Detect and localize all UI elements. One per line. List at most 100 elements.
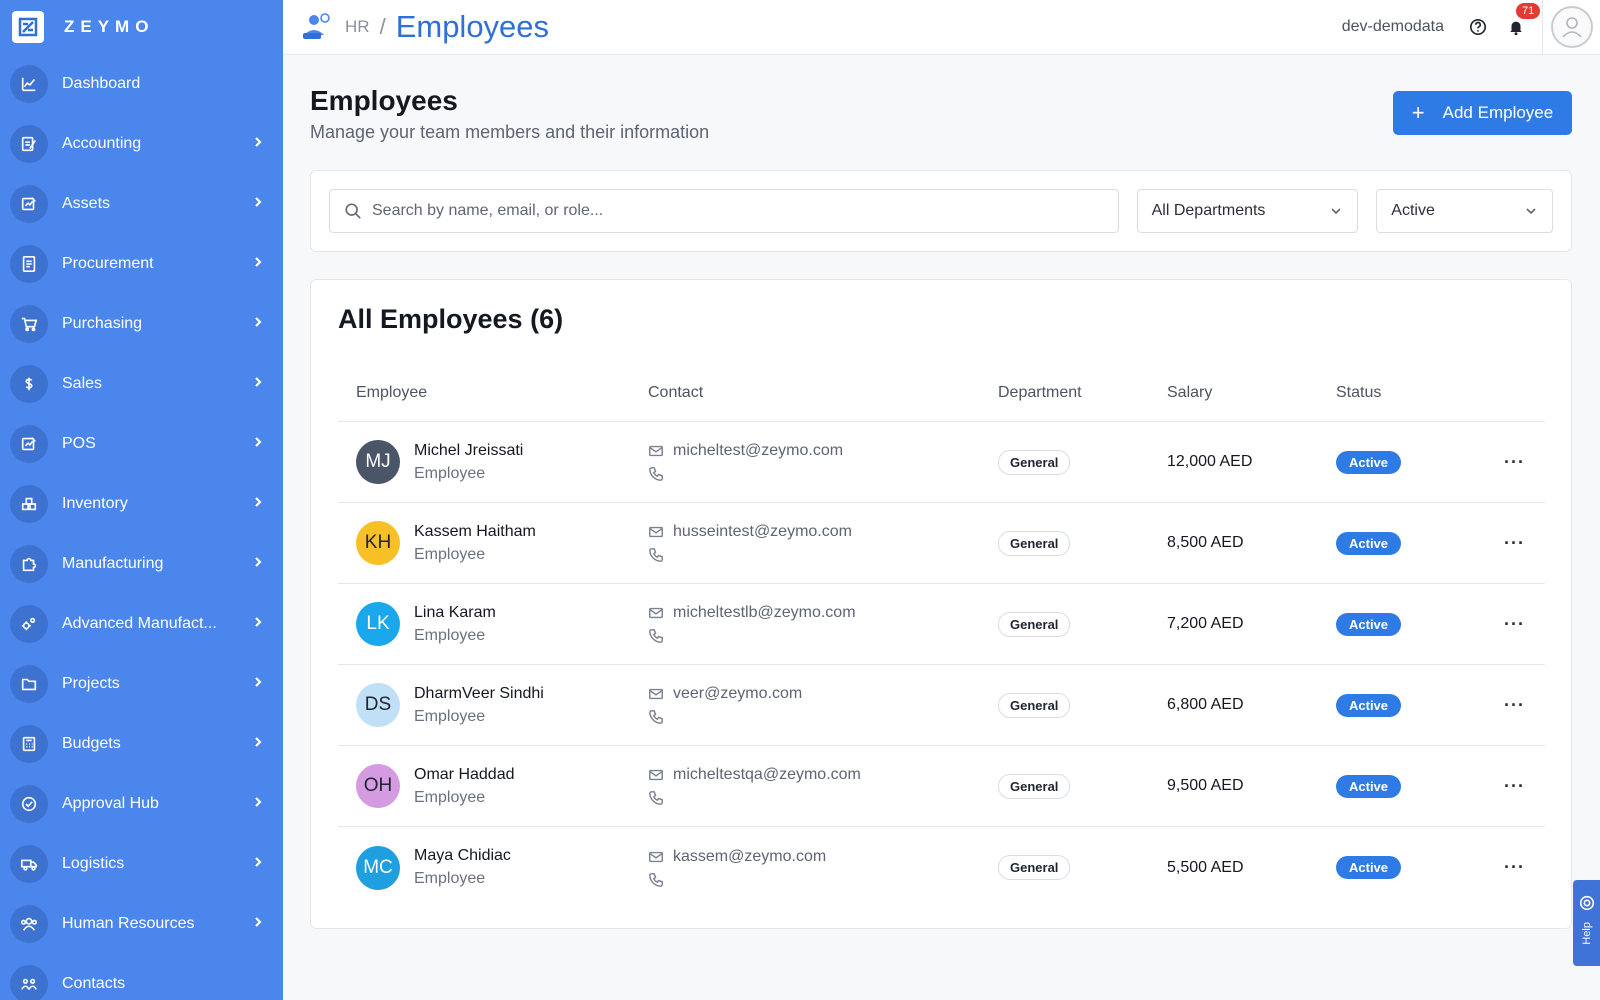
chevron-right-icon	[255, 556, 262, 567]
contact-cell: micheltestqa@zeymo.com	[648, 766, 998, 806]
status-select[interactable]: Active	[1376, 189, 1553, 233]
table-row[interactable]: MC Maya Chidiac Employee kassem@zeymo.com Ge…	[338, 827, 1545, 908]
help-icon[interactable]	[1466, 15, 1490, 39]
search-input[interactable]	[372, 202, 1072, 220]
employee-cell: LK Lina Karam Employee	[338, 602, 648, 646]
brand[interactable]: ZEYMO	[0, 0, 283, 54]
avatar: OH	[356, 764, 400, 808]
sidebar-item-inventory[interactable]: Inventory	[0, 474, 283, 534]
sidebar-item-human-resources[interactable]: Human Resources	[0, 894, 283, 954]
sidebar-item-procurement[interactable]: Procurement	[0, 234, 283, 294]
more-options-icon[interactable]: ···	[1504, 532, 1525, 553]
employee-email[interactable]: micheltest@zeymo.com	[673, 442, 844, 459]
chevron-right-icon	[251, 675, 265, 694]
chevron-right-icon	[255, 316, 262, 327]
sidebar-item-manufacturing[interactable]: Manufacturing	[0, 534, 283, 594]
actions-cell: ···	[1486, 776, 1545, 797]
more-options-icon[interactable]: ···	[1504, 451, 1525, 472]
phone-icon	[649, 710, 663, 724]
employee-name[interactable]: Kassem Haitham	[414, 522, 536, 540]
sidebar-item-logistics[interactable]: Logistics	[0, 834, 283, 894]
search-box[interactable]	[329, 189, 1119, 233]
employee-email[interactable]: veer@zeymo.com	[673, 685, 803, 702]
sidebar-item-contacts[interactable]: Contacts	[0, 954, 283, 1000]
department-badge: General	[998, 692, 1071, 718]
department-select[interactable]: All Departments	[1136, 189, 1359, 233]
more-options-icon[interactable]: ···	[1504, 857, 1525, 877]
table-row[interactable]: DS DharmVeer Sindhi Employee veer@zeymo.com…	[338, 665, 1545, 746]
table-row[interactable]: KH Kassem Haitham Employee husseintest@zeym…	[338, 503, 1545, 584]
chevron-right-icon	[251, 135, 265, 154]
sidebar-item-accounting[interactable]: Accounting	[0, 114, 283, 174]
table-row[interactable]: OH Omar Haddad Employee micheltestqa@zeymo.…	[338, 746, 1545, 827]
employee-cell: MJ Michel Jreissati Employee	[338, 440, 648, 484]
employee-email[interactable]: kassem@zeymo.com	[673, 847, 827, 865]
add-employee-button[interactable]: + Add Employee	[1393, 91, 1572, 135]
filters-bar: All Departments Active	[310, 170, 1572, 252]
sidebar-item-advanced-manufact[interactable]: Advanced Manufact...	[0, 594, 283, 654]
sidebar-item-label: Approval Hub	[62, 795, 159, 812]
breadcrumb-hr[interactable]: HR	[345, 17, 370, 36]
table-title: All Employees (6)	[338, 304, 564, 334]
chevron-right-icon	[255, 616, 262, 627]
help-tab[interactable]: Help	[1573, 880, 1600, 966]
employee-name[interactable]: DharmVeer Sindhi	[414, 684, 544, 702]
sidebar-item-label: Budgets	[62, 735, 121, 752]
employee-name[interactable]: Michel Jreissati	[414, 441, 524, 459]
contact-cell: micheltest@zeymo.com	[648, 442, 998, 482]
sidebar-item-label: Projects	[62, 675, 120, 692]
phone-icon	[649, 872, 663, 887]
tenant-name[interactable]: dev-demodata	[1341, 18, 1444, 35]
sidebar-item-projects[interactable]: Projects	[0, 654, 283, 714]
more-options-icon[interactable]: ···	[1504, 613, 1525, 634]
lifebuoy-icon	[1579, 895, 1594, 911]
chevron-right-icon	[251, 735, 265, 754]
employee-role: Employee	[414, 545, 486, 563]
employee-name[interactable]: Maya Chidiac	[414, 847, 511, 864]
contacts-icon	[10, 965, 48, 1000]
notifications-badge: 71	[1516, 3, 1541, 19]
employees-table-card: All Employees (6) Employee Contact Depar…	[310, 279, 1572, 929]
table-row[interactable]: LK Lina Karam Employee micheltestlb@zeymo.c…	[338, 584, 1545, 665]
notifications-bell-icon[interactable]: 71	[1504, 3, 1541, 39]
status-cell: Active	[1336, 693, 1486, 717]
employee-email[interactable]: husseintest@zeymo.com	[673, 523, 852, 540]
users-icon	[10, 905, 48, 943]
department-cell: General	[998, 530, 1167, 556]
chevron-right-icon	[255, 796, 262, 807]
employee-email[interactable]: micheltestlb@zeymo.com	[673, 604, 856, 621]
salary-cell: 8,500 AED	[1167, 534, 1336, 552]
sidebar-item-pos[interactable]: POS	[0, 414, 283, 474]
mail-icon	[649, 607, 663, 619]
sidebar-item-assets[interactable]: Assets	[0, 174, 283, 234]
sidebar-item-sales[interactable]: Sales	[0, 354, 283, 414]
page-header: Employees Manage your team members and t…	[310, 55, 1572, 170]
employee-role: Employee	[414, 626, 486, 644]
chevron-down-icon	[1526, 208, 1536, 215]
employee-email[interactable]: micheltestqa@zeymo.com	[673, 766, 861, 783]
salary-cell: 7,200 AED	[1167, 615, 1336, 633]
salary-value: 9,500 AED	[1167, 777, 1244, 794]
sidebar-item-dashboard[interactable]: Dashboard	[0, 54, 283, 114]
folder-icon	[10, 665, 48, 703]
department-cell: General	[998, 611, 1167, 637]
gears-icon	[10, 605, 48, 643]
topbar-actions: dev-demodata 71	[1342, 0, 1600, 55]
department-select-value: All Departments	[1151, 202, 1266, 219]
employee-name[interactable]: Lina Karam	[414, 603, 496, 621]
mail-icon	[649, 769, 663, 781]
plus-icon: +	[1411, 100, 1425, 125]
more-options-icon[interactable]: ···	[1504, 694, 1525, 715]
more-options-icon[interactable]: ···	[1504, 775, 1525, 796]
phone-icon	[649, 629, 663, 643]
sidebar-item-approval-hub[interactable]: Approval Hub	[0, 774, 283, 834]
chevron-down-icon	[1331, 208, 1341, 215]
sidebar-item-budgets[interactable]: Budgets	[0, 714, 283, 774]
chevron-right-icon	[255, 736, 262, 747]
table-row[interactable]: MJ Michel Jreissati Employee micheltest@zey…	[338, 422, 1545, 503]
department-cell: General	[998, 449, 1167, 475]
employee-name[interactable]: Omar Haddad	[414, 765, 515, 783]
sidebar-item-purchasing[interactable]: Purchasing	[0, 294, 283, 354]
mail-icon	[649, 445, 663, 457]
user-menu[interactable]	[1542, 0, 1600, 55]
